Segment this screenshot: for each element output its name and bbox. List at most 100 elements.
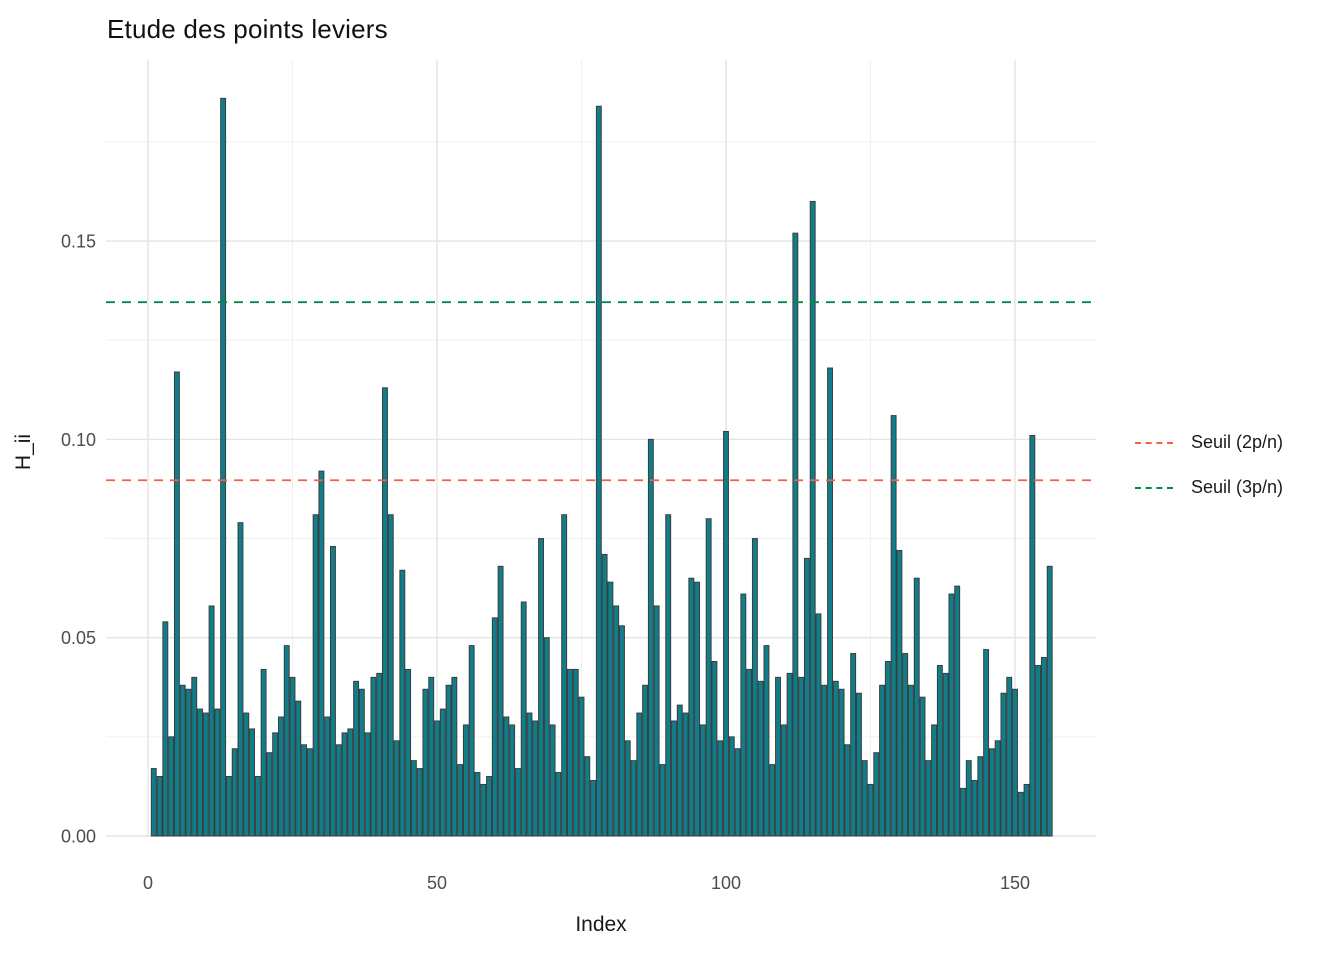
bar (630, 760, 637, 837)
bar (156, 776, 163, 837)
bar (260, 668, 267, 837)
bar (902, 653, 909, 837)
bar (445, 684, 452, 837)
bar (549, 724, 556, 837)
bar (416, 768, 423, 837)
bar (884, 661, 891, 837)
bar (249, 728, 255, 837)
chart-title: Etude des points leviers (107, 14, 388, 44)
bar (497, 565, 504, 837)
bar (786, 672, 793, 837)
bar (965, 760, 972, 837)
bar (728, 736, 735, 837)
bar (809, 200, 816, 837)
bar (983, 649, 990, 837)
legend-item-seuil-2pn: Seuil (2p/n) (1135, 432, 1283, 453)
bar (480, 783, 487, 837)
bar (948, 593, 955, 837)
bar (1035, 664, 1042, 837)
bar (428, 676, 435, 837)
bar (971, 779, 978, 837)
bar (347, 728, 354, 837)
bar (867, 783, 874, 837)
bar (503, 716, 510, 837)
bar (838, 688, 845, 837)
bar (306, 748, 313, 837)
bar (330, 545, 336, 837)
bar (566, 668, 573, 837)
bar (439, 708, 446, 837)
bar (619, 625, 625, 837)
bar (572, 668, 579, 837)
bar (763, 645, 770, 837)
bar (162, 621, 169, 837)
bar (370, 676, 377, 837)
bar (740, 593, 747, 837)
bar (514, 768, 521, 837)
y-axis-title: H_ii (12, 433, 35, 471)
bar (711, 661, 718, 837)
bar (613, 605, 620, 837)
bar (168, 736, 175, 837)
bar (434, 720, 440, 837)
bar (832, 680, 839, 837)
bar (1006, 676, 1013, 837)
bar (295, 700, 302, 837)
bar (457, 764, 464, 837)
bar (705, 518, 712, 837)
bar (283, 645, 290, 837)
bar (405, 668, 412, 837)
bar (769, 764, 776, 837)
bar (208, 605, 215, 837)
bar (474, 772, 481, 837)
bar (491, 617, 498, 837)
bar (520, 601, 527, 837)
bar (486, 776, 492, 837)
x-tick-label: 100 (711, 873, 741, 893)
bar (451, 676, 458, 837)
bar (815, 613, 822, 837)
bar (376, 672, 383, 837)
bar (353, 680, 360, 837)
bar (266, 752, 273, 837)
y-tick-label: 0.15 (61, 232, 96, 252)
bar (688, 577, 695, 837)
bar (653, 605, 660, 837)
bar (237, 522, 244, 837)
bar (647, 438, 654, 837)
dashed-line-key-icon (1135, 486, 1173, 489)
bar (931, 724, 938, 837)
bar (173, 371, 180, 837)
bar (289, 676, 296, 837)
bar (561, 514, 568, 837)
bar (636, 712, 643, 837)
bar (399, 569, 406, 837)
bar (1046, 565, 1053, 837)
bar (850, 653, 857, 837)
bar (908, 684, 914, 837)
bar (220, 97, 227, 837)
bar (272, 732, 279, 837)
bar (994, 740, 1001, 837)
bar (792, 232, 799, 837)
x-tick-label: 150 (1000, 873, 1030, 893)
bar (827, 367, 833, 837)
bar (659, 764, 666, 837)
bar (780, 724, 787, 837)
bar (185, 688, 192, 837)
bar (468, 645, 475, 837)
bar (873, 752, 880, 837)
bar (723, 430, 729, 837)
bar (682, 712, 689, 837)
bar (225, 776, 232, 837)
bar (509, 724, 516, 837)
bar (936, 664, 943, 837)
bar (422, 688, 429, 837)
bar (150, 768, 157, 837)
bar (387, 514, 394, 837)
bar (335, 744, 342, 837)
bar (1040, 657, 1047, 837)
bar (624, 740, 631, 837)
bar (977, 756, 984, 837)
